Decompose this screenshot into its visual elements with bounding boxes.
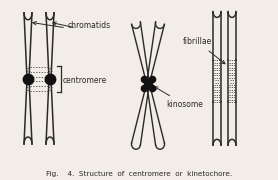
- Text: centromere: centromere: [63, 76, 107, 85]
- Text: fibrillae: fibrillae: [183, 37, 225, 64]
- Text: kinosome: kinosome: [154, 87, 203, 109]
- Text: Fig.    4.  Structure  of  centromere  or  kinetochore.: Fig. 4. Structure of centromere or kinet…: [46, 170, 232, 177]
- Text: chromatids: chromatids: [68, 21, 111, 30]
